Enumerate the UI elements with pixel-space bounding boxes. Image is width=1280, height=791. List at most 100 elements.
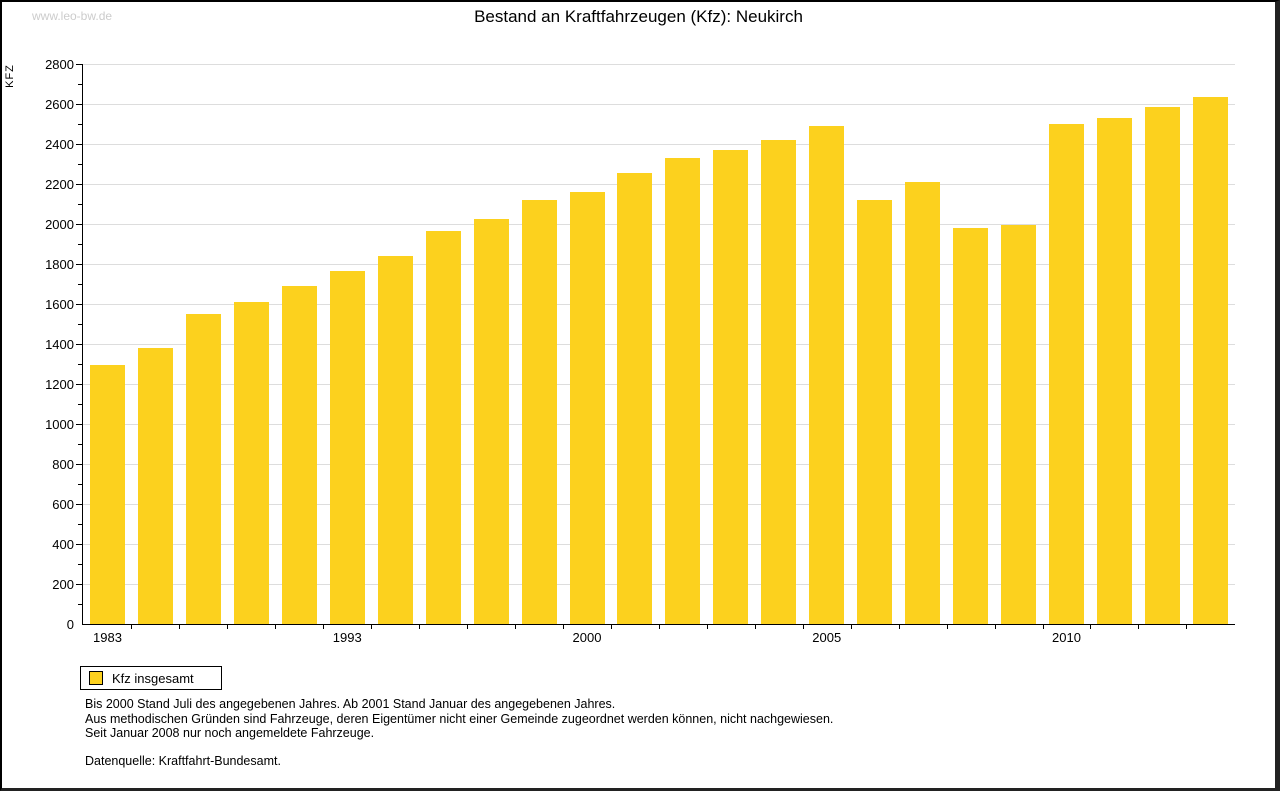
x-axis-tick (1186, 624, 1188, 629)
x-axis-tick (850, 624, 852, 629)
legend-label: Kfz insgesamt (112, 670, 194, 686)
x-axis-tick (706, 624, 708, 629)
bar (233, 302, 269, 624)
x-axis-tick (131, 624, 133, 629)
x-axis-tick-label: 2005 (812, 630, 842, 645)
y-axis-tick-label: 2400 (45, 137, 74, 152)
x-axis-tick (1042, 624, 1044, 629)
bar (905, 182, 941, 624)
x-axis-tick-label: 1983 (93, 630, 122, 645)
gridline (83, 504, 1235, 505)
y-axis-minor-tick (78, 564, 82, 565)
bar (665, 158, 701, 624)
gridline (83, 424, 1235, 425)
footnote-line: Aus methodischen Gründen sind Fahrzeuge,… (85, 711, 834, 726)
x-axis-tick (898, 624, 900, 629)
y-axis-tick-label: 2800 (45, 57, 74, 72)
x-axis-tick (994, 624, 996, 629)
y-axis-tick-label: 1200 (45, 377, 74, 392)
y-axis-tick-label: 1400 (45, 337, 74, 352)
y-axis-minor-tick (78, 324, 82, 325)
y-axis-major-tick (76, 384, 82, 385)
y-axis-minor-tick (78, 444, 82, 445)
bar (953, 228, 989, 624)
bar (809, 126, 845, 624)
gridline (83, 64, 1235, 65)
y-axis-major-tick (76, 344, 82, 345)
bar (473, 219, 509, 624)
y-axis-major-tick (76, 544, 82, 545)
y-axis-tick-label: 800 (52, 457, 74, 472)
y-axis-major-tick (76, 464, 82, 465)
y-axis-tick-label: 1000 (45, 417, 74, 432)
footnote-line: Seit Januar 2008 nur noch angemeldete Fa… (85, 726, 375, 740)
data-source: Datenquelle: Kraftfahrt-Bundesamt. (85, 754, 281, 768)
gridline (83, 544, 1235, 545)
y-axis-major-tick (76, 224, 82, 225)
x-axis-tick (179, 624, 181, 629)
x-axis-tick-label: 1993 (332, 630, 362, 645)
x-axis-tick-label: 2010 (1052, 630, 1081, 645)
gridline (83, 464, 1235, 465)
bar (857, 200, 893, 624)
y-axis-major-tick (76, 504, 82, 505)
y-axis-minor-tick (78, 124, 82, 125)
bar (761, 140, 797, 624)
bar (137, 348, 173, 624)
x-axis-tick (371, 624, 373, 629)
bar (90, 365, 125, 624)
x-axis-tick (323, 624, 325, 629)
gridline (83, 144, 1235, 145)
x-axis-tick (563, 624, 564, 629)
legend-swatch-icon (89, 671, 103, 685)
x-axis-tick (275, 624, 277, 629)
footnote-line: Bis 2000 Stand Juli des angegebenen Jahr… (85, 697, 616, 711)
y-axis-major-tick (76, 584, 82, 585)
bar (1049, 124, 1084, 624)
y-axis-tick-label: 1800 (45, 257, 74, 272)
gridline (83, 224, 1235, 225)
y-axis-major-tick (76, 184, 82, 185)
bar (377, 256, 413, 624)
gridline (83, 384, 1235, 385)
y-axis-minor-tick (78, 604, 82, 605)
y-axis-major-tick (76, 104, 82, 105)
y-axis-tick-label: 0 (66, 617, 74, 632)
watermark: www.leo-bw.de (32, 9, 113, 23)
y-axis-minor-tick (78, 284, 82, 285)
bar (1096, 118, 1132, 624)
y-axis-major-tick (76, 304, 82, 305)
bar (617, 173, 653, 624)
y-axis-tick-label: 1600 (45, 297, 74, 312)
y-axis-tick-label: 2600 (45, 97, 74, 112)
gridline (83, 264, 1235, 265)
y-axis-tick-label: 200 (52, 577, 74, 592)
y-axis-minor-tick (78, 524, 82, 525)
y-axis-minor-tick (78, 404, 82, 405)
bar (1144, 107, 1180, 624)
footnotes: Bis 2000 Stand Juli des angegebenen Jahr… (85, 697, 833, 741)
y-axis-minor-tick (78, 84, 82, 85)
bar (1192, 97, 1228, 624)
chart-title: Bestand an Kraftfahrzeugen (Kfz): Neukir… (474, 7, 803, 26)
bar (329, 271, 365, 624)
y-axis-minor-tick (78, 484, 82, 485)
x-axis-tick (1138, 624, 1140, 629)
x-axis-tick (946, 624, 948, 629)
x-axis-tick (227, 624, 229, 629)
y-axis-tick-label: 400 (52, 537, 74, 552)
y-axis-major-tick (76, 424, 82, 425)
bar (281, 286, 317, 624)
bar (185, 314, 221, 624)
gridline (83, 104, 1235, 105)
y-axis-minor-tick (78, 244, 82, 245)
y-axis-minor-tick (78, 164, 82, 165)
y-axis-major-tick (76, 144, 82, 145)
x-axis-tick (467, 624, 469, 629)
y-axis-major-tick (76, 264, 82, 265)
gridline (83, 184, 1235, 185)
bar (713, 150, 749, 624)
x-axis-tick (754, 624, 756, 629)
